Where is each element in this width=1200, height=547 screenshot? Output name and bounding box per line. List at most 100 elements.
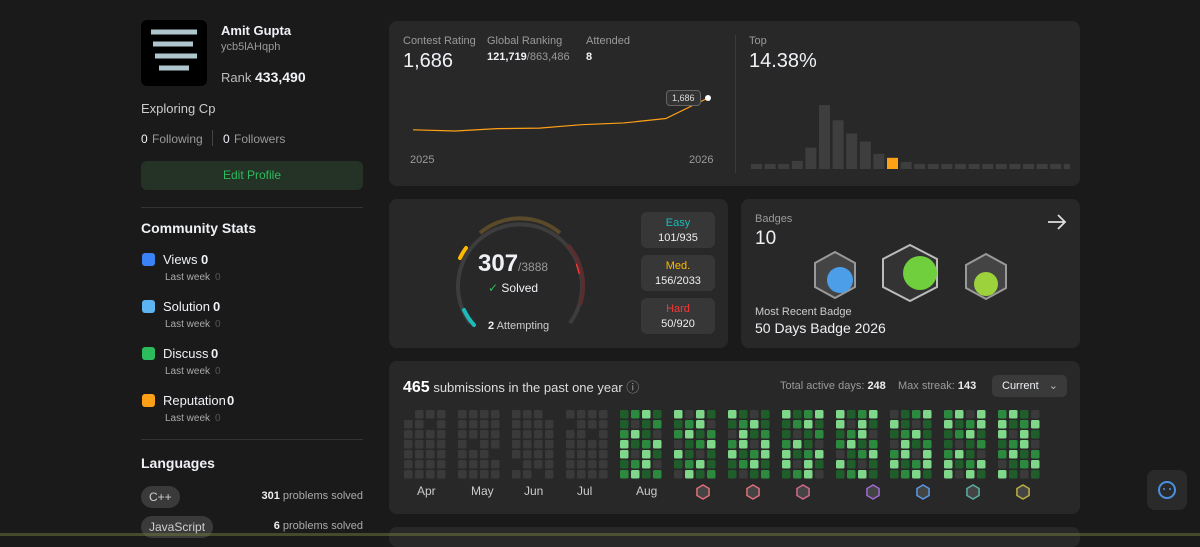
heatmap-cell	[620, 440, 629, 449]
heatmap-cell	[404, 440, 413, 449]
heatmap-cell	[901, 470, 910, 479]
heatmap-cell	[728, 420, 737, 429]
heatmap-cell	[858, 440, 867, 449]
attended: 8	[586, 51, 593, 63]
heatmap-cell	[977, 430, 986, 439]
attempting-count: 2	[488, 320, 495, 332]
chat-button[interactable]	[1147, 470, 1187, 510]
year-dropdown[interactable]: Current ⌄	[992, 375, 1067, 397]
edit-profile-button[interactable]: Edit Profile	[141, 161, 363, 190]
heatmap-cell	[480, 440, 489, 449]
heatmap-cell	[620, 470, 629, 479]
heatmap-cell	[545, 440, 554, 449]
heatmap-cell	[631, 450, 640, 459]
section-title: Community Stats	[141, 220, 257, 236]
distribution-bar	[1036, 163, 1048, 169]
heatmap-cell	[674, 470, 683, 479]
heatmap-cell	[847, 430, 856, 439]
heatmap-cell	[480, 460, 489, 469]
heatmap-cell	[815, 460, 824, 469]
heatmap-cell	[404, 460, 413, 469]
heatmap-cell	[1020, 420, 1029, 429]
heatmap-cell	[728, 410, 737, 419]
heatmap-cell	[566, 470, 575, 479]
language-count: 301 problems solved	[261, 490, 363, 502]
divider	[735, 35, 736, 173]
section-title: Languages	[141, 455, 215, 471]
heatmap-cell	[804, 470, 813, 479]
heatmap-cell	[696, 470, 705, 479]
heatmap-cell	[955, 450, 964, 459]
distribution-bar	[941, 163, 953, 169]
heatmap-cell	[1031, 410, 1040, 419]
heatmap-cell	[815, 410, 824, 419]
top-value: 14.38%	[749, 50, 817, 72]
badge-art	[903, 256, 937, 290]
badges-arrow[interactable]	[1046, 212, 1068, 232]
heatmap-cell	[815, 440, 824, 449]
heatmap-cell	[437, 450, 446, 459]
heatmap-cell	[415, 470, 424, 479]
active-days: Total active days: 248	[780, 380, 886, 392]
heatmap-cell	[1031, 440, 1040, 449]
heatmap-cell	[966, 450, 975, 459]
language-count-suffix: problems solved	[282, 520, 363, 532]
stat-change: 0	[215, 319, 221, 330]
distribution-bar	[927, 163, 939, 169]
heatmap-cell	[545, 450, 554, 459]
heatmap-cell	[815, 430, 824, 439]
heatmap-cell	[901, 410, 910, 419]
stat-change: 0	[215, 272, 221, 283]
heatmap-cell	[998, 430, 1007, 439]
heatmap-cell	[750, 460, 759, 469]
heatmap-cell	[1009, 420, 1018, 429]
badge-marker	[696, 484, 710, 500]
heatmap-cell	[480, 450, 489, 459]
heatmap-cell	[901, 430, 910, 439]
badge-icons	[814, 243, 1007, 303]
heatmap-cell	[912, 450, 921, 459]
heatmap-cell	[955, 430, 964, 439]
heatmap-cell	[847, 470, 856, 479]
info-icon[interactable]: ⓘ	[626, 380, 640, 395]
followers-label[interactable]: Followers	[234, 132, 286, 146]
heatmap-cell	[966, 470, 975, 479]
heatmap-cell	[836, 430, 845, 439]
heatmap-cell	[912, 420, 921, 429]
solved-value: 307	[478, 250, 519, 277]
avatar-art	[151, 29, 197, 71]
heatmap-cell	[512, 420, 521, 429]
heatmap-cell	[728, 440, 737, 449]
heatmap-cell	[858, 430, 867, 439]
heatmap-cell	[923, 460, 932, 469]
heatmap-cell	[469, 470, 478, 479]
heatmap-cell	[998, 410, 1007, 419]
heatmap-cell	[620, 460, 629, 469]
heatmap-cell	[426, 450, 435, 459]
following-label[interactable]: Following	[152, 132, 203, 146]
heatmap-cell	[599, 450, 608, 459]
heatmap-cell	[836, 460, 845, 469]
stat-label: Reputation	[163, 393, 226, 408]
difficulty-value: 50/920	[661, 318, 695, 330]
heatmap-cell	[599, 420, 608, 429]
heatmap-cell	[469, 450, 478, 459]
heatmap-cell	[966, 460, 975, 469]
language-count: 6 problems solved	[274, 520, 363, 532]
heatmap-cell	[977, 450, 986, 459]
heatmap-cell	[642, 430, 651, 439]
heatmap-cell	[566, 410, 575, 419]
bio: Exploring Cp	[141, 101, 216, 116]
heatmap-cell	[599, 460, 608, 469]
user-name: Amit Gupta	[221, 23, 292, 38]
heatmap-cell	[901, 420, 910, 429]
heatmap-cell	[836, 440, 845, 449]
heatmap-cell	[1009, 410, 1018, 419]
heatmap-cell	[620, 420, 629, 429]
rank-label: Rank	[221, 70, 252, 85]
heatmap-cell	[491, 470, 500, 479]
heatmap-cell	[415, 440, 424, 449]
heatmap-cell	[912, 410, 921, 419]
heatmap-cell	[674, 420, 683, 429]
heatmap-cell	[653, 470, 662, 479]
